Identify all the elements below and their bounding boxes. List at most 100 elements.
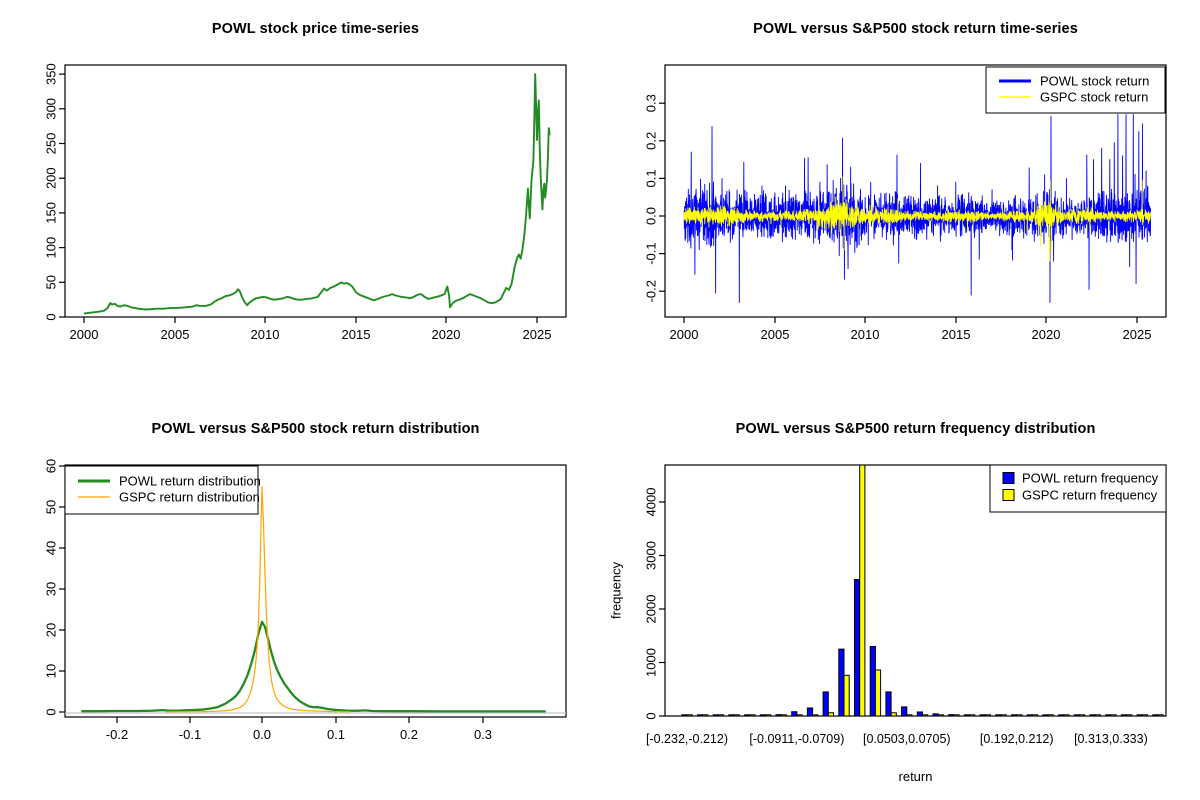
- y-tick-label: -0.1: [644, 242, 659, 264]
- powl-frequency-bar: [854, 579, 861, 717]
- return-timeseries-svg: 2000 2005 2010 2015 2020 2025 -0.2 -0.1 0.0 0.1 0.…: [644, 64, 1167, 342]
- gspc-frequency-bar: [812, 714, 819, 717]
- x-tick-label: 2005: [161, 327, 190, 342]
- powl-frequency-bar: [948, 714, 955, 717]
- x-tick-label: 2025: [1123, 327, 1152, 342]
- powl-frequency-bar: [791, 711, 798, 717]
- powl-frequency-bar: [963, 714, 971, 717]
- y-tick-label: 300: [44, 98, 59, 120]
- return-distribution-svg: -0.2 -0.1 0.0 0.1 0.2 0.3 0 10 20 30 40 50 60 POWL re…: [44, 459, 567, 742]
- powl-frequency-bar: [728, 714, 735, 717]
- histogram-bin-label: [-0.0911,-0.0709): [749, 732, 844, 746]
- powl-frequency-bar: [744, 714, 751, 717]
- powl-frequency-bar: [979, 714, 986, 717]
- price-chart-title: POWL stock price time-series: [211, 21, 420, 37]
- powl-frequency-bar: [901, 706, 908, 717]
- gspc-frequency-bar: [922, 714, 929, 717]
- legend-box: [64, 465, 259, 515]
- x-tick-label: 2000: [670, 327, 699, 342]
- x-tick-label: 2005: [761, 327, 790, 342]
- gspc-frequency-bar: [984, 714, 991, 717]
- powl-frequency-bar: [822, 691, 829, 717]
- plot-box: [664, 464, 1167, 717]
- y-tick-label: 0: [44, 708, 59, 715]
- powl-frequency-bar: [1136, 714, 1143, 717]
- gspc-frequency-bar: [702, 714, 709, 717]
- legend-label: POWL return distribution: [119, 474, 261, 489]
- gspc-frequency-bar: [953, 714, 960, 717]
- gspc-frequency-bar: [1079, 714, 1086, 717]
- legend-label: GSPC stock return: [1040, 90, 1148, 105]
- powl-frequency-bar: [712, 714, 719, 717]
- powl-frequency-bar: [1058, 714, 1065, 717]
- gspc-frequency-bar: [780, 714, 787, 717]
- gspc-frequency-bar: [906, 714, 913, 717]
- powl-frequency-bar: [1042, 714, 1049, 717]
- return-distribution-title: POWL versus S&P500 stock return distribu…: [151, 421, 480, 437]
- gspc-frequency-bar: [1110, 714, 1117, 717]
- x-tick-label: 2025: [523, 327, 552, 342]
- powl-frequency-bar: [1026, 714, 1033, 717]
- powl-frequency-bar: [1089, 714, 1096, 717]
- legend-box: [989, 464, 1167, 513]
- powl-frequency-bar: [1011, 714, 1018, 717]
- gspc-frequency-bar: [733, 714, 740, 717]
- gspc-frequency-bar: [843, 674, 850, 717]
- legend-swatch: [1002, 472, 1015, 484]
- return-axis-label: return: [898, 769, 933, 784]
- gspc-frequency-bar: [1047, 714, 1054, 717]
- gspc-frequency-bar: [1031, 714, 1039, 717]
- legend-label: GSPC return distribution: [119, 490, 260, 505]
- y-tick-label: 60: [44, 459, 59, 473]
- x-tick-label: -0.1: [179, 727, 201, 742]
- gspc-frequency-bar: [874, 669, 882, 717]
- plot-box: [64, 64, 567, 318]
- histogram-bin-label: [-0.232,-0.212): [646, 732, 728, 746]
- powl-price-line: [83, 73, 551, 315]
- gspc-frequency-bar: [937, 714, 944, 717]
- gspc-frequency-bar: [827, 712, 835, 717]
- return-frequency-title: POWL versus S&P500 return frequency dist…: [735, 421, 1096, 437]
- gspc-frequency-bar: [1094, 714, 1101, 717]
- powl-frequency-bar: [885, 691, 892, 717]
- panel-return-frequency-chart: POWL versus S&P500 return frequency dist…: [600, 400, 1200, 800]
- powl-frequency-bar: [697, 714, 704, 717]
- y-tick-label: -0.2: [644, 280, 659, 302]
- y-tick-label: 0.0: [644, 207, 659, 225]
- panel-return-distribution-chart: POWL versus S&P500 stock return distribu…: [0, 400, 600, 800]
- y-tick-label: 0: [44, 313, 59, 320]
- legend-label: POWL stock return: [1040, 74, 1149, 89]
- gspc-return-line: [683, 176, 1152, 262]
- y-tick-label: 50: [44, 275, 59, 289]
- x-tick-label: 2020: [432, 327, 461, 342]
- y-tick-label: 0.3: [644, 94, 659, 112]
- powl-frequency-bar: [775, 714, 782, 717]
- powl-frequency-bar: [1073, 714, 1080, 717]
- legend-label: GSPC return frequency: [1022, 488, 1158, 503]
- powl-frequency-bar: [869, 645, 876, 717]
- gspc-frequency-bar: [969, 714, 976, 717]
- gspc-frequency-bar: [717, 714, 725, 717]
- y-tick-label: 30: [44, 582, 59, 596]
- gspc-frequency-bar: [859, 464, 866, 717]
- y-tick-label: 0: [644, 712, 659, 719]
- powl-frequency-bar: [1105, 714, 1112, 717]
- gspc-frequency-bar: [1126, 714, 1133, 717]
- y-tick-label: 4000: [644, 488, 659, 517]
- gspc-frequency-bar: [1016, 714, 1023, 717]
- panel-return-timeseries-chart: POWL versus S&P500 stock return time-ser…: [600, 0, 1200, 400]
- powl-return-line: [683, 114, 1152, 303]
- x-tick-label: 2000: [70, 327, 99, 342]
- powl-frequency-bar: [1120, 714, 1128, 717]
- histogram-bin-label: [0.0503,0.0705): [863, 732, 951, 746]
- powl-frequency-bar: [995, 714, 1002, 717]
- y-tick-label: 10: [44, 664, 59, 678]
- x-tick-label: -0.2: [106, 727, 128, 742]
- return-timeseries-title: POWL versus S&P500 stock return time-ser…: [753, 21, 1078, 37]
- y-tick-label: 1000: [644, 648, 659, 677]
- legend-swatch: [1002, 489, 1015, 501]
- gspc-frequency-bar: [890, 712, 897, 717]
- x-tick-label: 2015: [942, 327, 971, 342]
- x-tick-label: 0.2: [400, 727, 418, 742]
- gspc-frequency-bar: [765, 714, 772, 717]
